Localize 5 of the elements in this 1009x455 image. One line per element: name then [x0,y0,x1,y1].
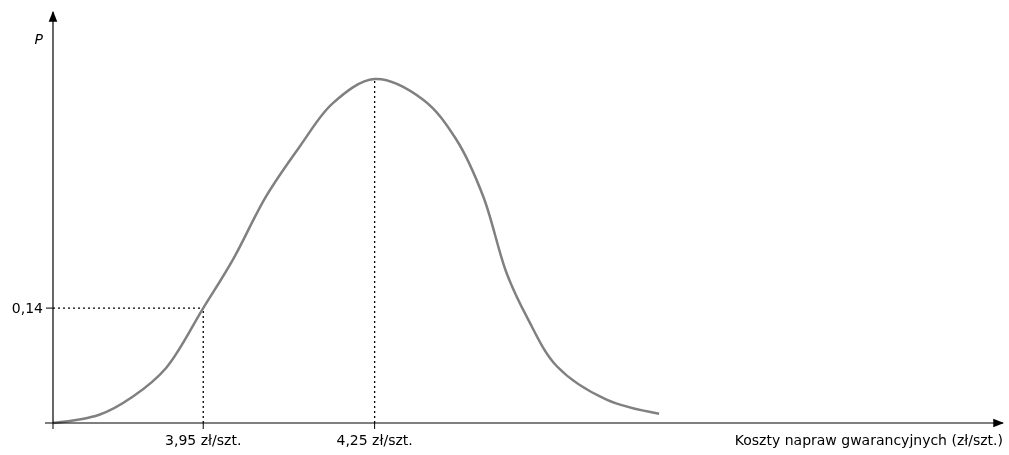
x-axis-title: Koszty napraw gwarancyjnych (zł/szt.) [734,432,1003,448]
x-tick-label: 3,95 zł/szt. [165,432,242,448]
annotation: 0,14 [11,300,44,316]
y-axis-title: P [34,31,44,47]
x-tick-label: 4,25 zł/szt. [336,432,413,448]
